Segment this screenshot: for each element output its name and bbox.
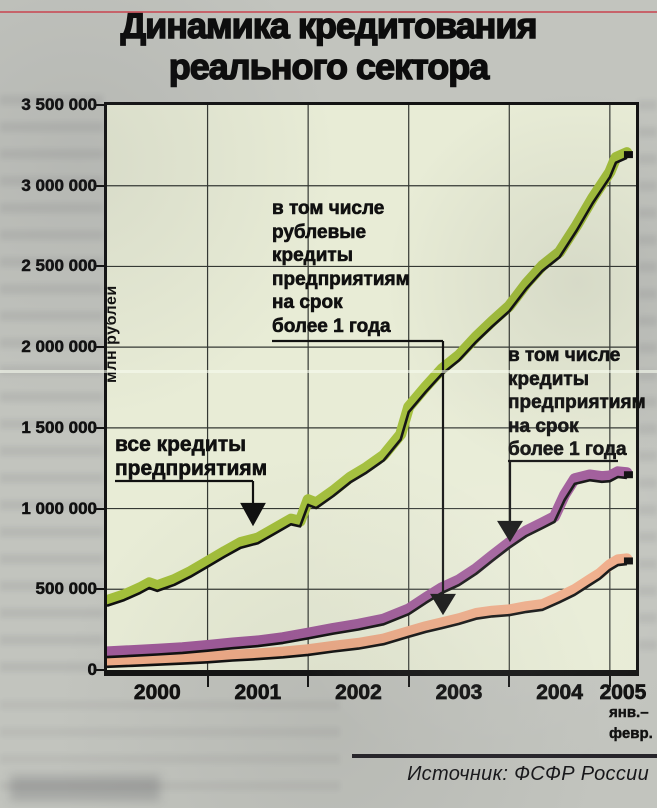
plot-background (107, 105, 636, 670)
series-band-green (107, 147, 633, 607)
annotation-line: все кредиты (115, 433, 247, 457)
chart-plot-area (107, 105, 636, 670)
series-line-pink (107, 562, 628, 669)
x-tick-mark (508, 676, 511, 687)
x-tick-mark (206, 676, 209, 687)
series-band-pink (107, 553, 633, 668)
annotation-line: рублевые (272, 221, 367, 243)
y-tick-label: 2 000 000 (21, 337, 97, 357)
series-end-marker-purple (623, 471, 633, 479)
annotation-long-term-credits: в том числе кредиты предприятиям на срок… (508, 344, 646, 462)
source-credit: Источник: ФСФР России (407, 763, 649, 785)
annotation-line: предприятиям (508, 392, 646, 414)
y-tick-mark (95, 426, 106, 429)
x-axis-period-note-line1: янв.– (609, 704, 649, 721)
source-divider-rule (352, 754, 657, 758)
print-bleed-blob (10, 775, 160, 801)
y-axis-title: млн рублей (103, 285, 120, 383)
y-tick-mark (95, 104, 106, 106)
chart-title-line2: реального сектора (168, 46, 490, 87)
y-tick-label: 3 500 000 (21, 95, 97, 115)
annotation-line: в том числе (508, 345, 621, 367)
annotation-line: предприятиям (272, 268, 410, 290)
annotation-all-credits: все кредиты предприятиям (115, 433, 268, 481)
y-tick-mark (95, 265, 106, 268)
x-tick-label: 2005 (599, 681, 647, 705)
y-tick-label: 0 (87, 660, 97, 680)
y-tick-mark (95, 346, 106, 349)
series-end-marker-green (623, 151, 633, 159)
y-tick-mark (95, 669, 106, 671)
y-tick-label: 1 500 000 (21, 417, 97, 438)
x-tick-label: 2001 (234, 681, 282, 705)
x-tick-label: 2004 (536, 681, 583, 705)
annotation-ruble-long-term-credits: в том числе рублевые кредиты предприятия… (272, 197, 410, 338)
x-tick-label: 2003 (435, 681, 483, 705)
y-tick-label: 500 000 (35, 579, 97, 599)
x-tick-label: 2002 (335, 681, 382, 705)
y-tick-mark (95, 507, 106, 510)
scan-artifact-streak (0, 370, 657, 373)
y-tick-mark (95, 588, 106, 591)
scan-artifact-red-line (0, 11, 657, 13)
y-tick-label: 3 000 000 (21, 175, 97, 195)
annotation-line: предприятиям (115, 457, 268, 481)
x-tick-mark (608, 676, 611, 687)
series-end-marker-pink (623, 557, 633, 565)
x-tick-label: 2000 (133, 681, 181, 705)
annotation-line: более 1 года (272, 315, 391, 337)
annotation-line: более 1 года (508, 439, 627, 461)
series-line-purple (107, 475, 628, 659)
annotation-line: в том числе (272, 198, 385, 220)
annotation-line: на срок (272, 292, 343, 314)
series-line-green (107, 156, 628, 608)
annotation-line: кредиты (272, 245, 354, 267)
y-tick-label: 2 500 000 (21, 256, 97, 276)
y-tick-label: 1 000 000 (21, 498, 97, 518)
x-tick-mark (407, 676, 410, 687)
series-band-purple (107, 466, 633, 658)
annotation-line: на срок (508, 415, 579, 437)
annotation-line: кредиты (508, 368, 590, 390)
x-tick-mark (307, 676, 310, 687)
x-axis-period-note-line2: февр. (609, 725, 653, 742)
y-tick-mark (95, 184, 106, 187)
